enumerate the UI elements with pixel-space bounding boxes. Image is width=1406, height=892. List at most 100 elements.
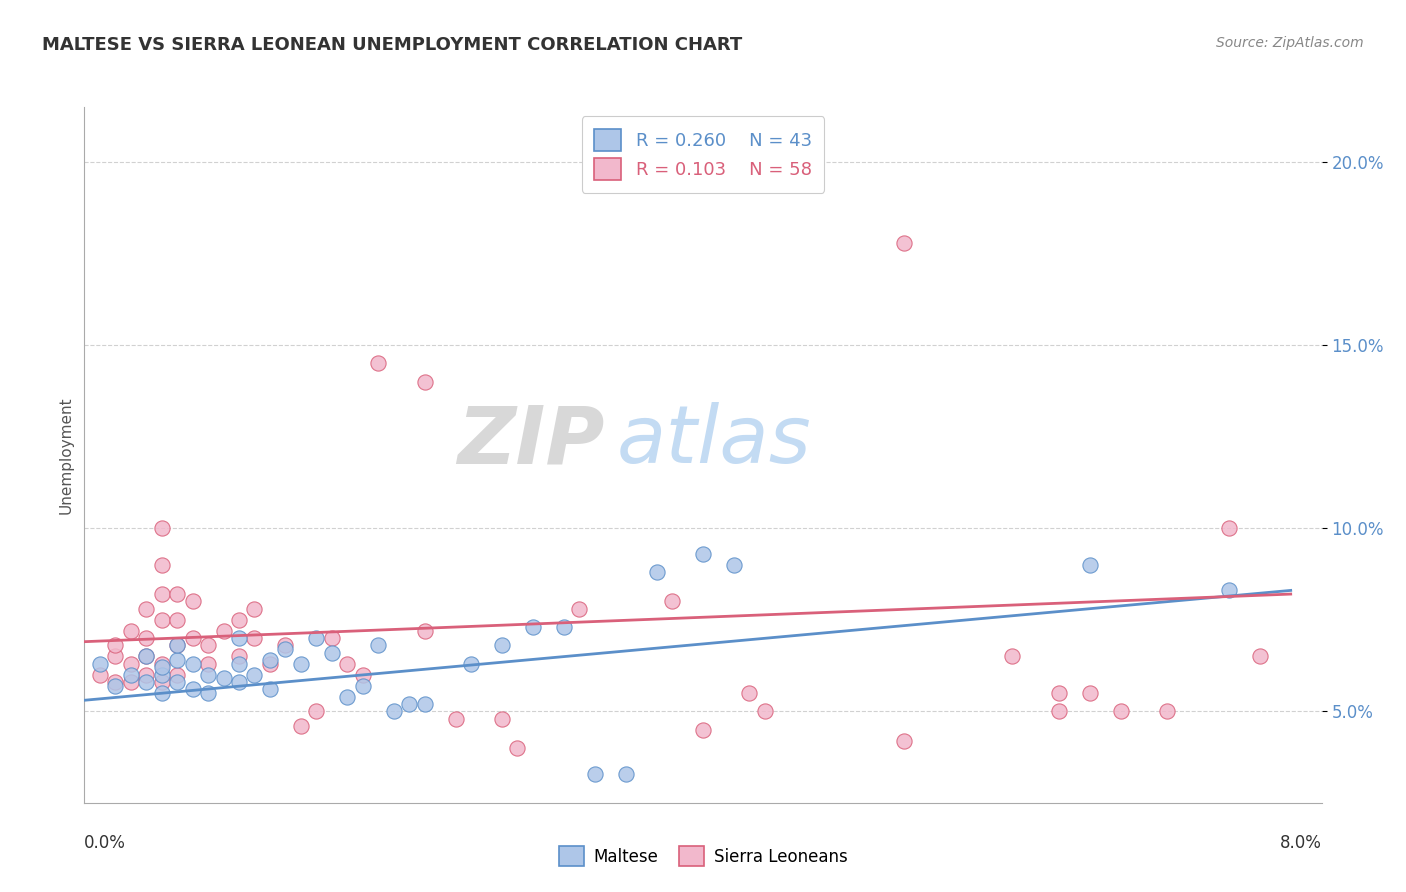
Point [413, 375, 436, 389]
Text: Source: ZipAtlas.com: Source: ZipAtlas.com [1216, 36, 1364, 50]
Point [305, 704, 328, 718]
Point [166, 587, 188, 601]
Point [398, 697, 420, 711]
Point [259, 657, 281, 671]
Point [1249, 649, 1271, 664]
Point [150, 675, 173, 690]
Point [150, 667, 173, 681]
Point [197, 667, 219, 681]
Text: 0.0%: 0.0% [84, 834, 127, 852]
Point [661, 594, 683, 608]
Point [166, 667, 188, 681]
Point [723, 558, 745, 572]
Point [413, 697, 436, 711]
Text: ZIP: ZIP [457, 402, 605, 480]
Point [645, 565, 668, 579]
Text: MALTESE VS SIERRA LEONEAN UNEMPLOYMENT CORRELATION CHART: MALTESE VS SIERRA LEONEAN UNEMPLOYMENT C… [42, 36, 742, 54]
Point [290, 719, 312, 733]
Point [413, 624, 436, 638]
Point [181, 682, 204, 697]
Point [738, 686, 761, 700]
Point [1047, 686, 1070, 700]
Point [1078, 558, 1101, 572]
Point [135, 649, 157, 664]
Legend: Maltese, Sierra Leoneans: Maltese, Sierra Leoneans [550, 838, 856, 875]
Point [150, 521, 173, 535]
Point [614, 766, 637, 780]
Point [89, 657, 111, 671]
Text: atlas: atlas [616, 402, 811, 480]
Point [893, 733, 915, 747]
Point [181, 631, 204, 645]
Point [692, 723, 714, 737]
Point [166, 638, 188, 652]
Point [1156, 704, 1178, 718]
Point [290, 657, 312, 671]
Y-axis label: Unemployment: Unemployment [58, 396, 73, 514]
Point [120, 657, 142, 671]
Point [120, 624, 142, 638]
Point [150, 657, 173, 671]
Point [1078, 686, 1101, 700]
Point [1218, 583, 1240, 598]
Point [382, 704, 405, 718]
Point [181, 594, 204, 608]
Point [166, 653, 188, 667]
Point [166, 613, 188, 627]
Point [89, 667, 111, 681]
Point [274, 642, 297, 657]
Point [259, 653, 281, 667]
Point [522, 620, 544, 634]
Point [166, 675, 188, 690]
Point [1001, 649, 1024, 664]
Point [274, 638, 297, 652]
Point [212, 624, 235, 638]
Point [150, 558, 173, 572]
Point [1109, 704, 1132, 718]
Point [336, 690, 359, 704]
Point [228, 613, 250, 627]
Point [754, 704, 776, 718]
Point [352, 679, 374, 693]
Point [1047, 704, 1070, 718]
Point [104, 649, 127, 664]
Point [321, 646, 343, 660]
Point [197, 657, 219, 671]
Point [553, 620, 575, 634]
Point [692, 547, 714, 561]
Point [104, 675, 127, 690]
Point [228, 649, 250, 664]
Point [568, 601, 591, 615]
Point [135, 667, 157, 681]
Point [135, 601, 157, 615]
Point [460, 657, 482, 671]
Point [583, 766, 606, 780]
Point [135, 649, 157, 664]
Point [135, 675, 157, 690]
Point [228, 657, 250, 671]
Point [150, 613, 173, 627]
Point [243, 631, 266, 645]
Point [197, 638, 219, 652]
Legend: R = 0.260    N = 43, R = 0.103    N = 58: R = 0.260 N = 43, R = 0.103 N = 58 [582, 116, 824, 193]
Point [120, 675, 142, 690]
Point [491, 712, 513, 726]
Point [120, 667, 142, 681]
Point [228, 631, 250, 645]
Point [491, 638, 513, 652]
Point [893, 235, 915, 250]
Point [150, 660, 173, 674]
Point [367, 638, 389, 652]
Point [506, 740, 529, 755]
Point [197, 686, 219, 700]
Point [321, 631, 343, 645]
Text: 8.0%: 8.0% [1279, 834, 1322, 852]
Point [104, 679, 127, 693]
Point [181, 657, 204, 671]
Point [228, 675, 250, 690]
Point [243, 601, 266, 615]
Point [1218, 521, 1240, 535]
Point [305, 631, 328, 645]
Point [367, 356, 389, 370]
Point [444, 712, 467, 726]
